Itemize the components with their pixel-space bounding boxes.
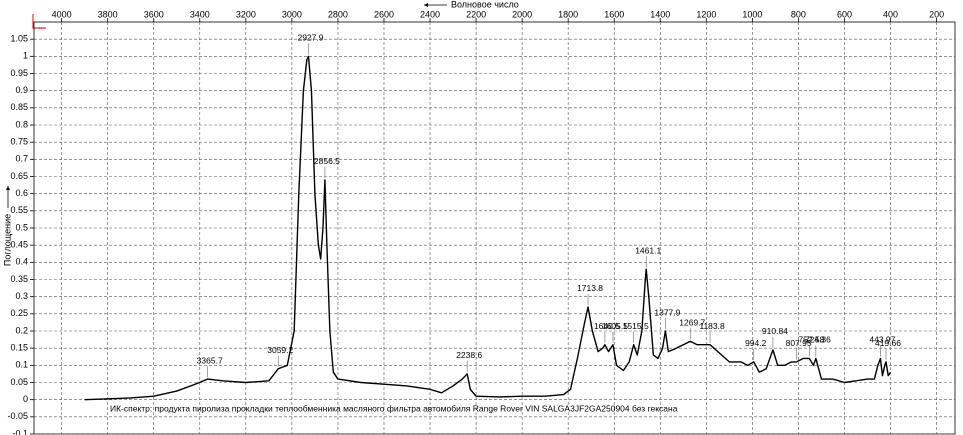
y-tick-label: 0.4 [15,257,28,267]
y-axis-label: Поглощение [2,214,12,266]
x-tick-label: 1000 [742,9,762,19]
peak-label: 1713.8 [577,283,603,293]
x-tick-label: 1600 [604,9,624,19]
x-tick-label: 3400 [190,9,210,19]
x-tick-label: 4000 [52,9,72,19]
y-axis-label-group: Поглощение [2,186,12,266]
y-tick-label: 0.8 [15,119,28,129]
x-tick-label: 600 [837,9,852,19]
x-tick-label: 1400 [650,9,670,19]
x-tick-label: 2600 [374,9,394,19]
x-tick-label: 3800 [98,9,118,19]
y-tick-label: 0.6 [15,188,28,198]
y-tick-label: -0.05 [7,411,28,421]
y-arrow-head [6,186,10,190]
y-tick-label: 0.15 [10,343,28,353]
y-tick-label: 0.65 [10,171,28,181]
y-tick-label: 0.25 [10,308,28,318]
peak-label: 3059.2 [267,345,293,355]
peak-label: 1183.8 [699,321,725,331]
peak-label: 2927.9 [297,33,323,43]
peak-label: 3365.7 [197,355,223,365]
x-tick-label: 2200 [466,9,486,19]
x-tick-label: 3200 [236,9,256,19]
y-tick-label: 0.05 [10,377,28,387]
annotation: ИК-спектр: продукта пиролиза прокладки т… [110,403,678,413]
y-tick-label: 0.85 [10,102,28,112]
x-tick-label: 1800 [558,9,578,19]
x-tick-label: 3600 [144,9,164,19]
y-tick-label: 1.05 [10,34,28,44]
y-tick-label: 0.35 [10,274,28,284]
y-tick-label: 0.3 [15,291,28,301]
peak-label: 910.84 [762,326,788,336]
y-tick-label: 0.5 [15,222,28,232]
peak-label: 2238.6 [456,350,482,360]
y-tick-label: 0.7 [15,154,28,164]
peak-label: 443.97 [869,335,895,345]
peak-label: 724.36 [805,335,831,345]
peak-label: 1269.7 [679,318,705,328]
y-tick-label: 0.95 [10,68,28,78]
y-tick-label: 0.9 [15,85,28,95]
x-tick-label: 400 [883,9,898,19]
y-tick-label: 1 [23,51,28,61]
x-tick-label: 800 [791,9,806,19]
y-tick-label: 0.55 [10,205,28,215]
peak-label: 752.58 [798,335,824,345]
peak-label: 1461.1 [635,245,661,255]
peak-label: 1515.5 [623,321,649,331]
peak-label: 994.2 [745,338,767,348]
peak-label: 807.95 [786,338,812,348]
peak-label: 1640.5 [594,321,620,331]
y-tick-label: 0.45 [10,240,28,250]
x-tick-label: 3000 [282,9,302,19]
x-tick-label: 2400 [420,9,440,19]
peak-label: 419.66 [875,338,901,348]
y-tick-label: -0.1 [12,428,28,435]
x-tick-label: 2000 [512,9,532,19]
spectrum-line [84,55,892,401]
y-tick-label: 0 [23,394,28,404]
y-tick-label: 0.1 [15,360,28,370]
peak-label: 2856.5 [314,156,340,166]
x-tick-label: 200 [929,9,944,19]
x-arrow-head [424,3,428,7]
corner-mark [32,14,46,29]
x-tick-label: 2800 [328,9,348,19]
x-tick-label: 1200 [696,9,716,19]
x-axis-label: Волновое число [451,0,519,9]
y-tick-label: 0.75 [10,137,28,147]
peak-label: 1605.5 [602,321,628,331]
y-tick-label: 0.2 [15,325,28,335]
peak-label: 1377.9 [654,307,680,317]
